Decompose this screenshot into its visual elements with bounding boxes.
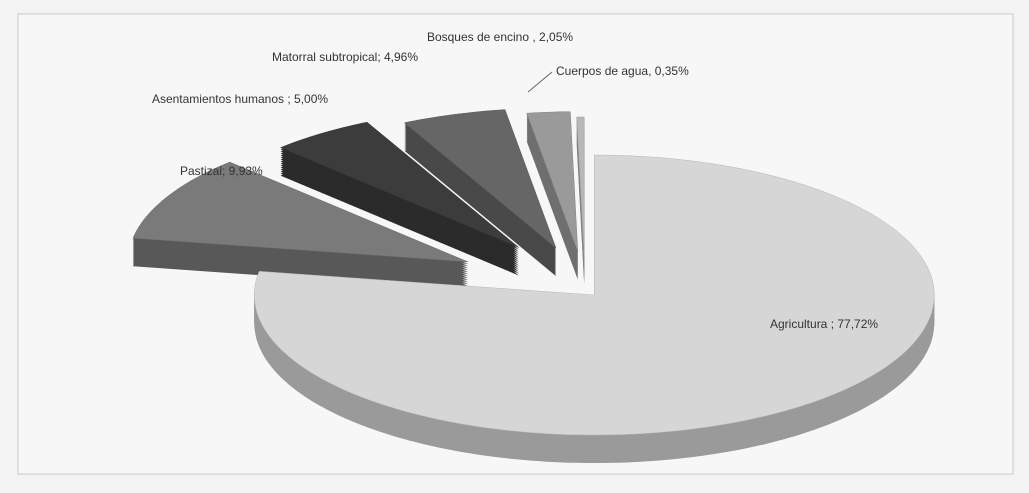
data-label: Cuerpos de agua, 0,35%: [556, 64, 689, 78]
data-label: Agricultura ; 77,72%: [770, 317, 878, 331]
slice: [526, 111, 579, 252]
data-label: Pastizal; 9,93%: [180, 164, 263, 178]
slice: [132, 161, 469, 263]
slice: [403, 109, 557, 249]
data-label: Matorral subtropical; 4,96%: [272, 50, 418, 64]
slice: [254, 154, 935, 436]
data-label: Bosques de encino , 2,05%: [427, 30, 573, 44]
leader-line: [527, 71, 553, 93]
slice: [576, 116, 585, 258]
slice: [279, 121, 519, 248]
data-label: Asentamientos humanos ; 5,00%: [152, 92, 328, 106]
